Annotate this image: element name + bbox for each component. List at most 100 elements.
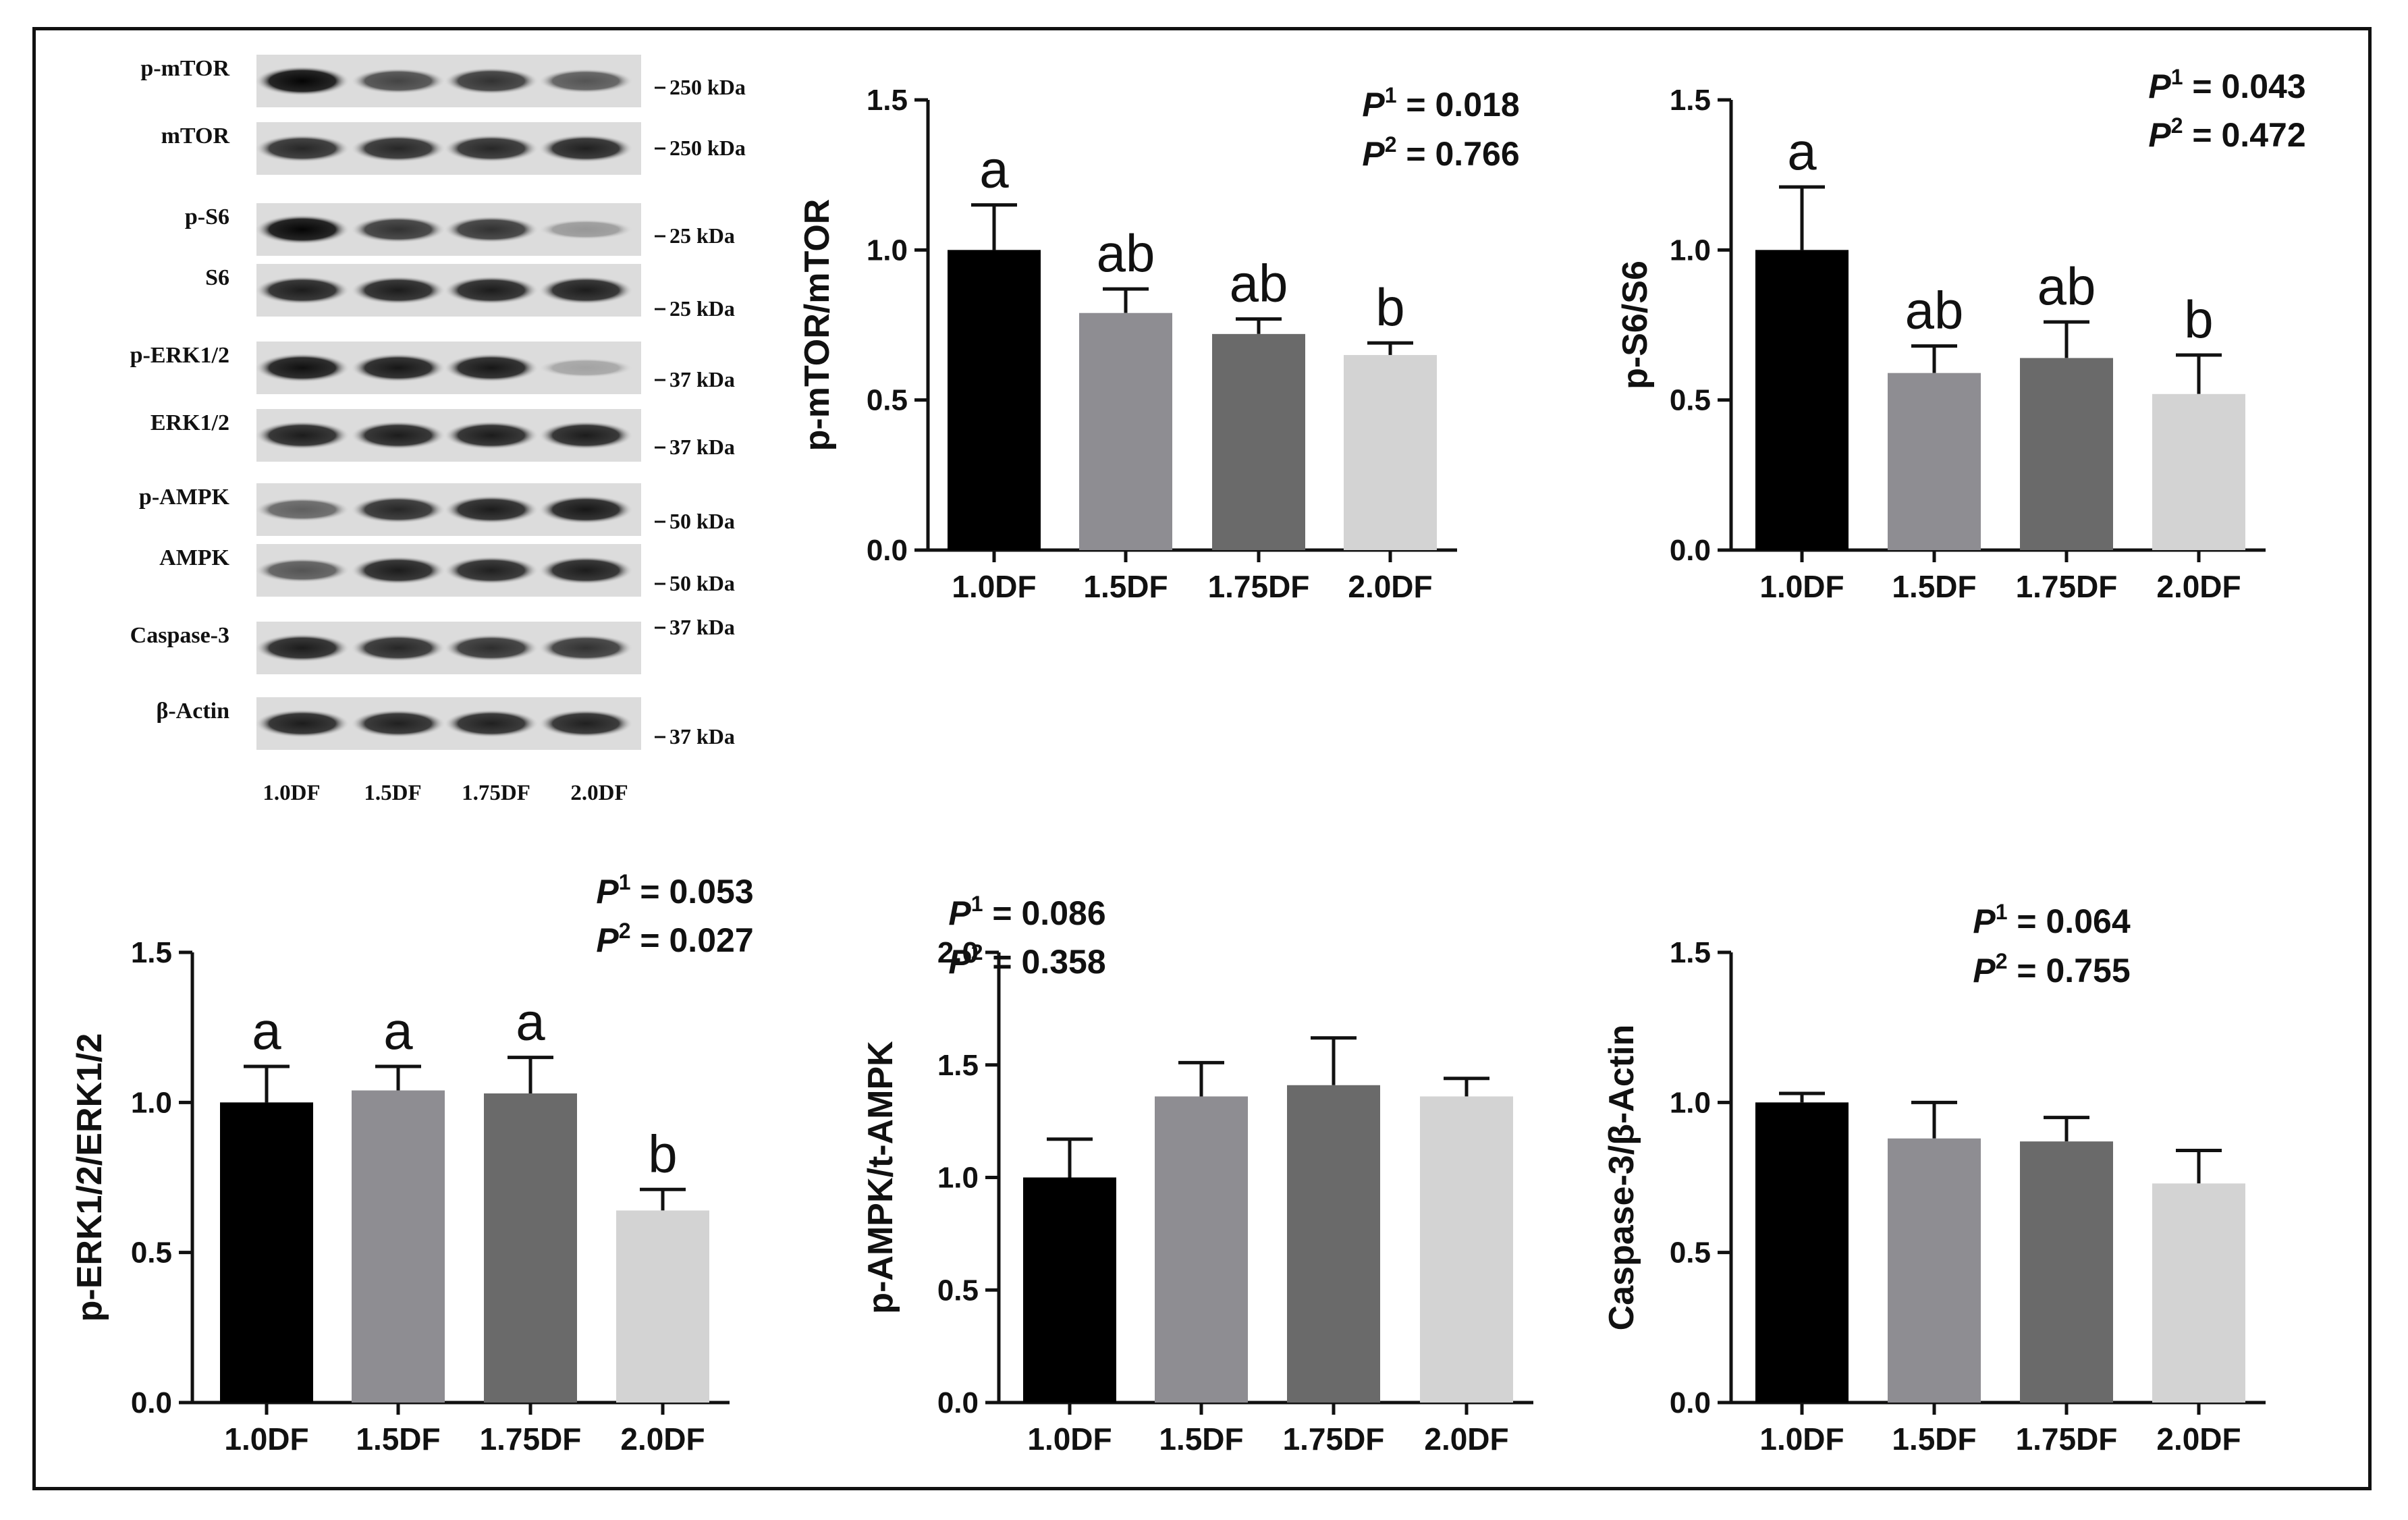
p-value-1: P1 = 0.043 bbox=[2148, 65, 2305, 105]
y-tick-label: 0.0 bbox=[937, 1386, 979, 1419]
blot-band bbox=[444, 421, 539, 450]
x-tick-label: 1.75DF bbox=[2016, 1421, 2118, 1457]
bar-2.0DF bbox=[1344, 354, 1437, 550]
blot-band bbox=[351, 276, 445, 304]
significance-letter: b bbox=[1375, 277, 1404, 337]
y-tick-label: 1.0 bbox=[1670, 234, 1711, 267]
x-tick-label: 2.0DF bbox=[1424, 1421, 1508, 1457]
p-value-2: P2 = 0.027 bbox=[596, 919, 753, 959]
blot-protein-label: p-AMPK bbox=[139, 485, 230, 510]
significance-letter: a bbox=[252, 1001, 281, 1060]
y-tick-label: 1.5 bbox=[937, 1049, 979, 1082]
x-tick-label: 1.0DF bbox=[952, 569, 1036, 604]
blot-band bbox=[255, 497, 350, 522]
y-tick-label: 0.0 bbox=[1670, 1386, 1711, 1419]
kda-label: 50 kDa bbox=[669, 509, 735, 533]
kda-label: 37 kDa bbox=[669, 615, 735, 639]
bar-1.0DF bbox=[948, 250, 1041, 550]
p-value-1: P1 = 0.018 bbox=[1362, 83, 1519, 124]
bar-1.0DF bbox=[1755, 1102, 1849, 1403]
bar-charts: 0.0 0.5 1.0 1.5 p-mTOR/mTOR 1.0DF a 1.5DF a b 1.75… bbox=[70, 65, 2306, 1457]
blot-band bbox=[539, 556, 633, 585]
blot-band bbox=[539, 421, 633, 450]
blot-band bbox=[444, 134, 539, 163]
bar-chart-2: 0.0 0.5 1.0 1.5 p-ERK1/2/ERK1/2 1.0DF a 1.5DF a 1… bbox=[70, 870, 754, 1457]
kda-label: 25 kDa bbox=[669, 223, 735, 248]
blot-band bbox=[444, 556, 539, 585]
blot-band bbox=[255, 353, 350, 383]
bar-1.75DF bbox=[484, 1093, 577, 1403]
y-tick-label: 1.5 bbox=[1670, 84, 1711, 117]
blot-band bbox=[444, 216, 539, 243]
y-tick-label: 0.5 bbox=[131, 1237, 172, 1270]
bar-1.75DF bbox=[1212, 333, 1305, 550]
blot-row-9: β-Actin 37 kDa bbox=[156, 697, 735, 750]
bar-1.5DF bbox=[352, 1090, 445, 1403]
x-tick-label: 1.0DF bbox=[1759, 1421, 1844, 1457]
bar-chart-0: 0.0 0.5 1.0 1.5 p-mTOR/mTOR 1.0DF a 1.5DF ab 1.75… bbox=[798, 83, 1520, 604]
blot-row-8: Caspase-3 37 kDa bbox=[130, 615, 735, 674]
p-value-2: P2 = 0.472 bbox=[2148, 113, 2305, 154]
y-tick-label: 0.5 bbox=[867, 384, 908, 417]
blot-protein-label: Caspase-3 bbox=[130, 623, 229, 648]
blot-band bbox=[351, 353, 445, 383]
bar-1.0DF bbox=[220, 1102, 313, 1403]
blot-row-5: ERK1/2 37 kDa bbox=[150, 409, 735, 462]
blot-protein-label: AMPK bbox=[159, 545, 229, 570]
blot-band bbox=[444, 634, 539, 662]
x-tick-label: 1.75DF bbox=[1208, 569, 1310, 604]
x-tick-label: 1.5DF bbox=[1083, 569, 1168, 604]
x-tick-label: 1.5DF bbox=[1159, 1421, 1243, 1457]
blot-band bbox=[539, 68, 633, 94]
y-axis-title: p-AMPK/t-AMPK bbox=[861, 1041, 900, 1314]
blot-protein-label: p-S6 bbox=[185, 205, 229, 229]
blot-band bbox=[255, 421, 350, 450]
y-tick-label: 0.0 bbox=[867, 534, 908, 567]
y-tick-label: 0.5 bbox=[1670, 384, 1711, 417]
bar-1.5DF bbox=[1888, 373, 1981, 550]
bar-2.0DF bbox=[616, 1210, 709, 1403]
bar-chart-1: 0.0 0.5 1.0 1.5 p-S6/S6 1.0DF a 1.5DF ab 1.75DF ab… bbox=[1616, 65, 2306, 604]
blot-row-6: p-AMPK 50 kDa bbox=[139, 483, 735, 536]
blot-protein-label: p-ERK1/2 bbox=[130, 343, 229, 368]
p-value-1: P1 = 0.086 bbox=[948, 892, 1105, 932]
blot-protein-label: p-mTOR bbox=[140, 56, 229, 81]
x-tick-label: 1.0DF bbox=[1027, 1421, 1112, 1457]
blot-band bbox=[539, 219, 633, 240]
significance-letter: a bbox=[1787, 121, 1817, 181]
bar-1.75DF bbox=[2020, 358, 2113, 550]
y-axis-title: p-ERK1/2/ERK1/2 bbox=[70, 1033, 109, 1322]
x-tick-label: 1.5DF bbox=[356, 1421, 440, 1457]
figure-frame bbox=[32, 27, 2372, 1490]
blot-protein-label: β-Actin bbox=[156, 699, 229, 724]
y-tick-label: 0.0 bbox=[131, 1386, 172, 1419]
blot-band bbox=[255, 634, 350, 662]
blot-band bbox=[255, 276, 350, 304]
bar-1.5DF bbox=[1079, 313, 1172, 550]
x-tick-label: 1.75DF bbox=[480, 1421, 582, 1457]
kda-label: 250 kDa bbox=[669, 136, 746, 160]
p-value-2: P2 = 0.755 bbox=[1973, 949, 2130, 989]
blot-band bbox=[539, 276, 633, 304]
y-tick-label: 1.5 bbox=[1670, 936, 1711, 969]
blot-band bbox=[255, 66, 350, 96]
blot-row-3: S6 25 kDa bbox=[205, 264, 735, 321]
significance-letter: a bbox=[979, 140, 1009, 199]
blot-band bbox=[255, 558, 350, 583]
y-tick-label: 1.5 bbox=[867, 84, 908, 117]
significance-letter: b bbox=[2184, 290, 2213, 349]
blot-band bbox=[255, 215, 350, 244]
blot-lane-label: 1.5DF bbox=[364, 781, 421, 805]
bar-2.0DF bbox=[2152, 1183, 2245, 1403]
blot-band bbox=[351, 68, 445, 94]
blot-band bbox=[351, 709, 445, 738]
y-axis-title: p-mTOR/mTOR bbox=[798, 199, 837, 452]
y-tick-label: 0.5 bbox=[937, 1274, 979, 1307]
blot-band bbox=[351, 134, 445, 163]
kda-label: 37 kDa bbox=[669, 367, 735, 391]
y-tick-label: 1.0 bbox=[867, 234, 908, 267]
blot-band bbox=[444, 67, 539, 94]
x-tick-label: 2.0DF bbox=[1348, 569, 1432, 604]
blot-band bbox=[444, 709, 539, 738]
